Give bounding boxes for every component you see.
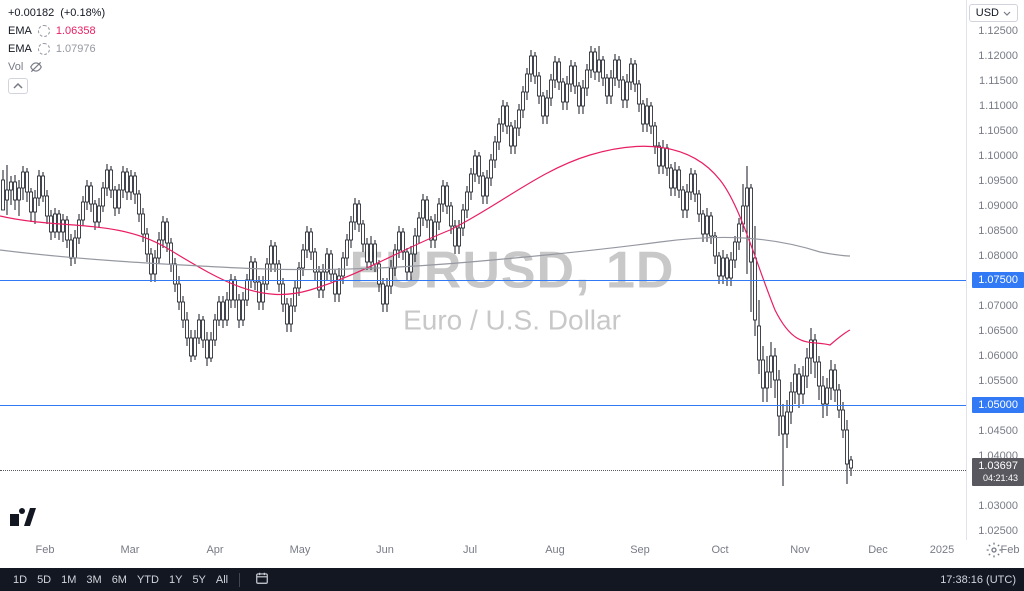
currency-selector[interactable]: USD <box>969 4 1018 22</box>
price-tick: 1.06500 <box>978 325 1018 337</box>
time-tick: Nov <box>790 544 810 556</box>
time-tick: Aug <box>545 544 565 556</box>
currency-value: USD <box>976 7 999 19</box>
price-tick: 1.08000 <box>978 250 1018 262</box>
toolbar-separator <box>239 573 240 587</box>
current-price-box: 1.03697 04:21:43 <box>972 458 1024 486</box>
current-price-line <box>0 470 966 471</box>
timeframe-5y-button[interactable]: 5Y <box>187 574 210 586</box>
current-price-value: 1.03697 <box>978 460 1018 472</box>
timeframe-ytd-button[interactable]: YTD <box>132 574 164 586</box>
ema1-label: EMA <box>8 25 32 37</box>
price-level-label: 1.07500 <box>972 272 1024 288</box>
timeframe-1m-button[interactable]: 1M <box>56 574 81 586</box>
time-tick: Apr <box>206 544 223 556</box>
ema2-value: 1.07976 <box>56 43 96 55</box>
price-tick: 1.10500 <box>978 125 1018 137</box>
price-tick: 1.06000 <box>978 350 1018 362</box>
chevron-up-icon <box>13 83 23 89</box>
price-tick: 1.03000 <box>978 500 1018 512</box>
time-tick: Sep <box>630 544 650 556</box>
time-tick: Feb <box>1001 544 1020 556</box>
collapse-legend-button[interactable] <box>8 78 28 94</box>
clock-display[interactable]: 17:38:16 (UTC) <box>940 574 1016 586</box>
price-tick: 1.07000 <box>978 300 1018 312</box>
chart-settings-button[interactable] <box>986 542 1002 558</box>
price-tick: 1.09000 <box>978 200 1018 212</box>
timeframe-6m-button[interactable]: 6M <box>107 574 132 586</box>
price-tick: 1.04500 <box>978 425 1018 437</box>
time-tick: Oct <box>711 544 728 556</box>
chevron-down-icon <box>1003 11 1011 16</box>
time-tick: May <box>290 544 311 556</box>
timeframe-1y-button[interactable]: 1Y <box>164 574 187 586</box>
price-change-pct: (+0.18%) <box>60 7 105 19</box>
timeframe-3m-button[interactable]: 3M <box>81 574 106 586</box>
price-tick: 1.08500 <box>978 225 1018 237</box>
price-level-line[interactable] <box>0 405 966 406</box>
price-tick: 1.12500 <box>978 25 1018 37</box>
time-tick: Jul <box>463 544 477 556</box>
goto-date-button[interactable] <box>250 571 274 588</box>
price-tick: 1.12000 <box>978 50 1018 62</box>
price-tick: 1.02500 <box>978 525 1018 537</box>
timeframe-1d-button[interactable]: 1D <box>8 574 32 586</box>
ema1-value: 1.06358 <box>56 25 96 37</box>
time-tick: Mar <box>121 544 140 556</box>
price-level-label: 1.05000 <box>972 397 1024 413</box>
bottom-toolbar: 1D5D1M3M6MYTD1Y5YAll 17:38:16 (UTC) <box>0 568 1024 591</box>
price-tick: 1.10000 <box>978 150 1018 162</box>
price-tick: 1.11000 <box>979 100 1018 112</box>
chart-plot-area[interactable] <box>0 0 966 540</box>
time-tick: Dec <box>868 544 888 556</box>
timeframe-all-button[interactable]: All <box>211 574 233 586</box>
price-tick: 1.05500 <box>978 375 1018 387</box>
chart-container: { "change": { "abs": "+0.00182", "pct": … <box>0 0 1024 591</box>
ema2-settings-icon[interactable] <box>38 43 50 55</box>
ema1-settings-icon[interactable] <box>38 25 50 37</box>
time-axis[interactable]: FebMarAprMayJunJulAugSepOctNovDec2025Feb <box>0 540 966 560</box>
time-tick: 2025 <box>930 544 954 556</box>
calendar-icon <box>255 571 269 585</box>
price-change-abs: +0.00182 <box>8 7 54 19</box>
ema2-label: EMA <box>8 43 32 55</box>
timeframe-5d-button[interactable]: 5D <box>32 574 56 586</box>
chart-info-overlay: +0.00182 (+0.18%) EMA 1.06358 EMA 1.0797… <box>8 4 105 94</box>
time-tick: Feb <box>36 544 55 556</box>
gear-icon <box>986 542 1002 558</box>
price-tick: 1.11500 <box>979 75 1018 87</box>
countdown-value: 04:21:43 <box>978 472 1018 484</box>
time-tick: Jun <box>376 544 394 556</box>
chart-svg <box>0 0 966 540</box>
price-level-line[interactable] <box>0 280 966 281</box>
volume-label: Vol <box>8 61 23 73</box>
price-tick: 1.09500 <box>978 175 1018 187</box>
price-axis[interactable]: 1.12500 1.12000 1.11500 1.11000 1.10500 1.100… <box>966 0 1024 540</box>
volume-visibility-icon[interactable] <box>29 60 43 74</box>
